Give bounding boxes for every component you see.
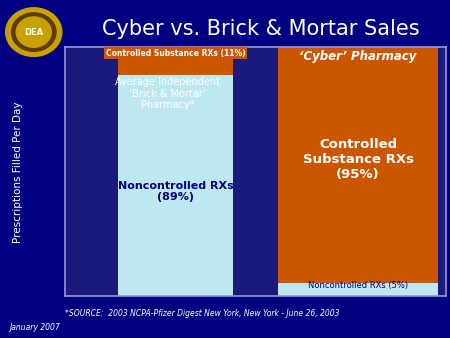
Text: Prescriptions Filled Per Day: Prescriptions Filled Per Day — [13, 102, 23, 243]
Text: Controlled
Substance RΧs
(95%): Controlled Substance RΧs (95%) — [302, 138, 414, 180]
Circle shape — [16, 17, 51, 47]
Text: Noncontrolled RΧs (5%): Noncontrolled RΧs (5%) — [308, 281, 408, 290]
Bar — [118, 75, 233, 296]
Text: January 2007: January 2007 — [9, 323, 60, 332]
Bar — [278, 283, 438, 296]
Circle shape — [12, 13, 56, 51]
Text: Controlled Substance RΧs (11%): Controlled Substance RΧs (11%) — [106, 49, 245, 57]
Bar — [118, 47, 233, 75]
Bar — [278, 47, 438, 283]
Circle shape — [6, 8, 62, 56]
Text: DEA: DEA — [24, 28, 43, 37]
Text: Cyber vs. Brick & Mortar Sales: Cyber vs. Brick & Mortar Sales — [102, 19, 420, 39]
Text: Noncontrolled RΧs
(89%): Noncontrolled RΧs (89%) — [117, 180, 234, 202]
Text: ‘Cyber’ Pharmacy: ‘Cyber’ Pharmacy — [299, 50, 417, 63]
Text: Average Independent
‘Brick & Mortar’
Pharmacy*: Average Independent ‘Brick & Mortar’ Pha… — [115, 77, 220, 110]
Text: *SOURCE:  2003 NCPA-Pfizer Digest New York, New York - June 26, 2003: *SOURCE: 2003 NCPA-Pfizer Digest New Yor… — [65, 309, 340, 318]
